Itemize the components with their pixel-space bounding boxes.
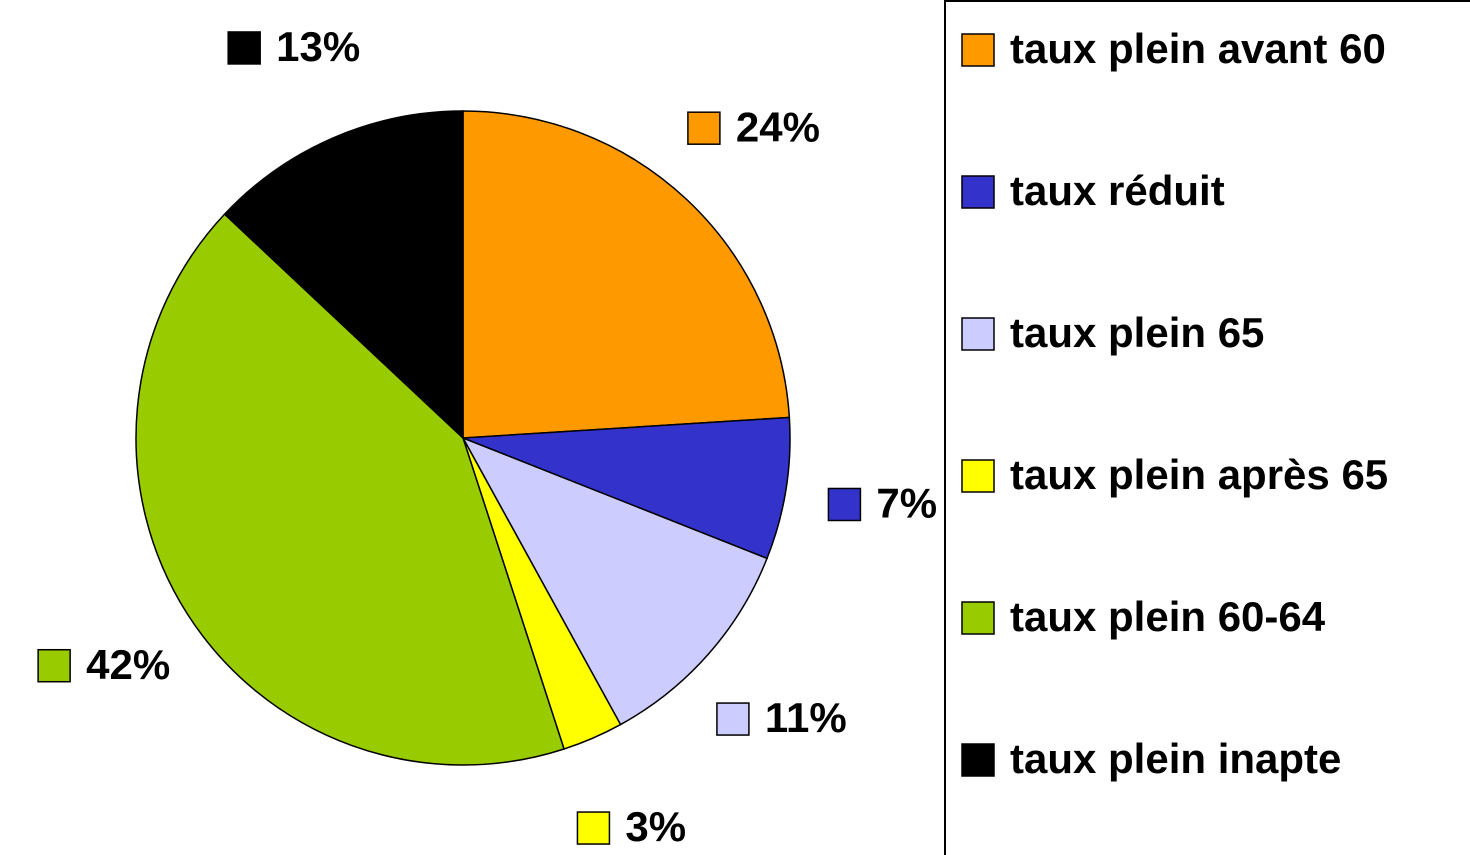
legend-key (961, 317, 995, 351)
legend-label: taux plein 60-64 (1010, 593, 1326, 640)
legend-label: taux plein après 65 (1010, 451, 1388, 498)
data-label-key (827, 487, 862, 522)
legend-key (961, 175, 995, 209)
pie-slice (462, 416, 791, 560)
data-label-key (576, 811, 611, 845)
data-label: 11% (765, 694, 847, 741)
pie-slice (135, 213, 565, 766)
data-label: 13% (276, 23, 360, 70)
pie-slice (461, 436, 769, 726)
legend-box (944, 0, 1470, 855)
data-label: 24% (736, 103, 820, 150)
pie-slice (223, 110, 464, 440)
data-label-key (687, 111, 721, 145)
legend-label: taux réduit (1010, 167, 1225, 214)
legend-key (961, 743, 995, 777)
legend-key (961, 601, 995, 635)
data-label-key (227, 31, 261, 65)
legend-key (961, 33, 995, 67)
data-label: 42% (86, 641, 170, 688)
legend-label: taux plein inapte (1010, 735, 1341, 782)
data-label-key (716, 702, 750, 736)
pie-slice (462, 110, 791, 439)
data-label: 3% (625, 803, 686, 850)
legend-label: taux plein 65 (1010, 309, 1264, 356)
data-label-key (37, 648, 71, 683)
legend-label: taux plein avant 60 (1010, 25, 1386, 72)
data-label: 7% (876, 480, 937, 527)
legend-key (961, 459, 995, 493)
